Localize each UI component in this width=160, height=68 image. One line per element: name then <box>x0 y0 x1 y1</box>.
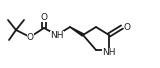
Text: O: O <box>124 23 131 31</box>
Polygon shape <box>70 27 84 36</box>
Text: O: O <box>27 33 33 41</box>
Text: NH: NH <box>50 31 64 40</box>
Text: NH: NH <box>102 48 116 57</box>
Text: O: O <box>40 13 48 21</box>
